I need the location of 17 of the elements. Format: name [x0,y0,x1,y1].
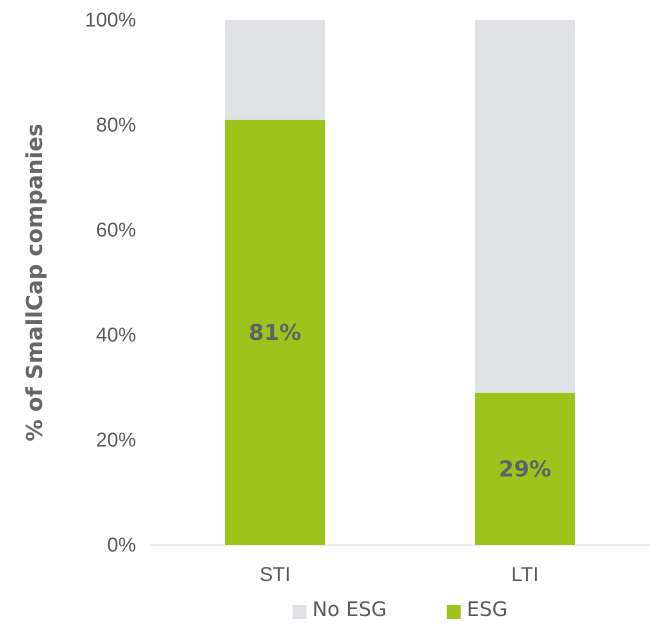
data-label: 29% [498,458,552,483]
y-tick-label: 20% [96,429,136,452]
bar [475,20,575,393]
y-tick-label: 100% [84,9,136,32]
legend-label: ESG [466,597,508,621]
data-label: 81% [248,321,302,346]
y-tick-label: 40% [96,324,136,346]
x-tick-label: LTI [511,564,539,586]
y-axis-title: % of SmallCap companies [23,123,48,442]
bar [225,120,325,545]
bar [225,20,325,120]
y-tick-label: 80% [96,114,136,136]
bar [475,392,575,545]
x-tick-label: STI [259,564,291,586]
legend-label: No ESG [312,597,387,621]
y-tick-label: 60% [96,219,136,242]
y-tick-label: 0% [107,534,136,556]
